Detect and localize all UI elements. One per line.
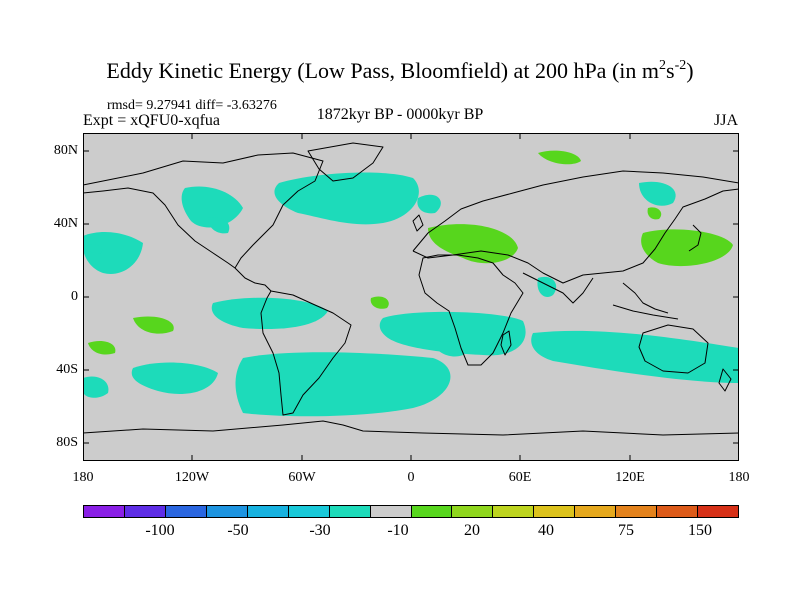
colorbar-label: 75 [618, 522, 634, 539]
lon-label-0: 0 [407, 470, 415, 485]
colorbar-label: 150 [688, 522, 712, 539]
colorbar-swatch [288, 506, 330, 517]
lon-label-60e: 60E [508, 470, 532, 485]
colorbar-label: -50 [227, 522, 249, 539]
lat-label-40s: 40S [56, 362, 78, 377]
lon-label-180e: 180 [728, 470, 750, 485]
coastlines [82, 142, 740, 436]
map-svg [82, 133, 740, 461]
colorbar [83, 505, 739, 518]
colorbar-swatch [452, 506, 494, 517]
colorbar-swatch [575, 506, 617, 517]
colorbar-swatch [534, 506, 576, 517]
experiment-label: Expt = xQFU0-xqfua [83, 112, 221, 129]
negative-anomaly-shading [83, 172, 739, 417]
colorbar-label: 40 [538, 522, 554, 539]
map-panel [82, 133, 740, 461]
lon-label-120w: 120W [174, 470, 210, 485]
colorbar-swatch [493, 506, 535, 517]
colorbar-swatch [657, 506, 699, 517]
lon-label-60w: 60W [288, 470, 316, 485]
colorbar-swatch [247, 506, 289, 517]
lat-label-0: 0 [71, 289, 78, 304]
lat-label-80s: 80S [56, 435, 78, 450]
plot-title: Eddy Kinetic Energy (Low Pass, Bloomfiel… [106, 58, 694, 83]
colorbar-swatch [206, 506, 248, 517]
colorbar-swatch [124, 506, 166, 517]
colorbar-label: -100 [145, 522, 175, 539]
colorbar-swatch [370, 506, 412, 517]
lon-label-180w: 180 [72, 470, 94, 485]
colorbar-swatch [698, 506, 738, 517]
colorbar-label: -30 [309, 522, 331, 539]
colorbar-label: -10 [387, 522, 409, 539]
colorbar-swatch [165, 506, 207, 517]
axis-ticks [83, 133, 739, 461]
colorbar-label: 20 [464, 522, 480, 539]
colorbar-swatch [411, 506, 453, 517]
period-label: 1872kyr BP - 0000kyr BP [316, 106, 484, 123]
colorbar-swatch [84, 506, 125, 517]
stats-text: rmsd= 9.27941 diff= -3.63276 [107, 98, 277, 113]
colorbar-swatch [616, 506, 658, 517]
lat-label-40n: 40N [53, 216, 78, 231]
lon-label-120e: 120E [615, 470, 645, 485]
season-label: JJA [714, 112, 739, 129]
colorbar-swatch [329, 506, 371, 517]
lat-label-80n: 80N [53, 143, 78, 158]
